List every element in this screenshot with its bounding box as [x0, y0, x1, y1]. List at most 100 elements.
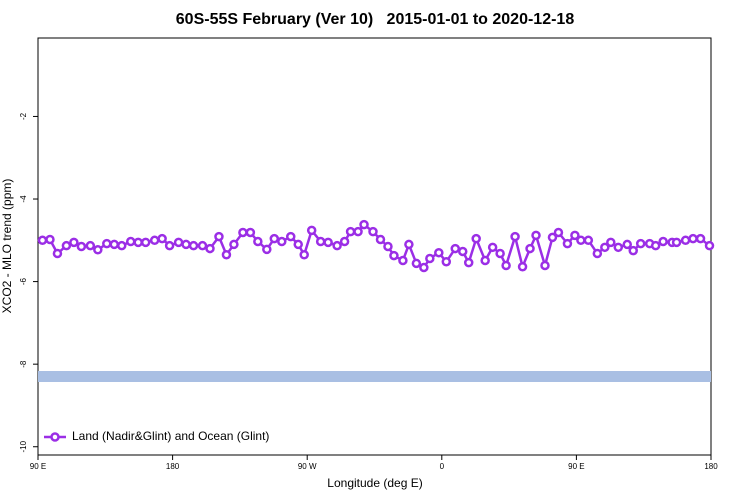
point: [164, 240, 175, 251]
band: [38, 371, 711, 382]
point: [457, 246, 468, 257]
point: [221, 250, 232, 260]
point: [345, 226, 356, 237]
point: [173, 237, 184, 248]
y-tick-label: -2: [19, 112, 28, 120]
x-tick-label: 0: [440, 462, 445, 471]
point: [425, 253, 435, 264]
point: [293, 239, 303, 250]
point: [635, 238, 646, 249]
x-tick-label: 180: [166, 462, 180, 471]
point: [37, 235, 48, 246]
point: [495, 248, 505, 259]
point: [525, 243, 535, 254]
point: [450, 243, 461, 254]
point: [140, 237, 151, 248]
point: [359, 219, 369, 230]
point: [547, 232, 558, 243]
point: [277, 236, 287, 247]
point: [125, 236, 136, 247]
point: [262, 244, 272, 255]
point: [471, 233, 481, 244]
point: [306, 225, 317, 236]
point: [117, 240, 127, 251]
point: [540, 260, 550, 271]
point: [389, 250, 399, 261]
point: [517, 261, 528, 272]
point: [323, 237, 333, 248]
point: [671, 237, 682, 248]
y-tick-label: -4: [19, 195, 28, 203]
point: [102, 238, 112, 249]
point: [353, 226, 363, 237]
point: [606, 237, 616, 248]
point: [339, 236, 350, 247]
legend-marker: [50, 432, 60, 442]
point: [583, 235, 594, 246]
y-tick-label: -10: [19, 440, 28, 452]
point: [704, 240, 715, 251]
point: [197, 240, 208, 251]
chart-title: 60S-55S February (Ver 10) 2015-01-01 to …: [176, 11, 575, 28]
point: [85, 240, 96, 251]
point: [133, 237, 143, 248]
point: [61, 240, 72, 251]
y-tick-label: -8: [19, 360, 28, 368]
point: [368, 226, 378, 237]
point: [628, 245, 638, 256]
point: [76, 241, 87, 252]
point: [229, 239, 239, 250]
x-tick-label: 180: [704, 462, 718, 471]
point: [463, 257, 474, 268]
point: [531, 230, 541, 241]
point: [695, 233, 706, 244]
point: [510, 231, 520, 242]
point: [299, 250, 309, 260]
point: [315, 236, 326, 247]
point: [93, 245, 103, 255]
point: [576, 235, 586, 246]
y-tick-label: -6: [19, 277, 28, 285]
point: [622, 239, 632, 250]
point: [269, 233, 280, 244]
point: [69, 237, 79, 248]
point: [238, 227, 248, 238]
point: [680, 235, 691, 246]
point: [419, 262, 429, 273]
point: [398, 255, 408, 266]
point: [553, 227, 564, 238]
point: [52, 248, 63, 259]
point: [434, 247, 444, 258]
point: [658, 236, 668, 247]
point: [181, 239, 191, 250]
x-tick-label: 90 E: [30, 462, 46, 471]
legend-label: Land (Nadir&Glint) and Ocean (Glint): [72, 429, 269, 443]
point: [188, 240, 199, 251]
point: [592, 248, 603, 259]
point: [157, 233, 167, 244]
point: [332, 240, 342, 251]
point: [487, 242, 498, 253]
point: [285, 231, 296, 242]
point: [45, 234, 55, 245]
point: [253, 236, 263, 247]
point: [501, 260, 511, 271]
point: [149, 235, 160, 246]
x-axis-label: Longitude (deg E): [327, 476, 422, 490]
point: [214, 231, 224, 242]
point: [480, 255, 490, 266]
point: [375, 234, 386, 245]
point: [109, 239, 120, 250]
point: [383, 241, 393, 252]
x-tick-label: 90 W: [298, 462, 317, 471]
point: [650, 240, 661, 251]
point: [600, 242, 610, 253]
x-tick-label: 90 E: [568, 462, 584, 471]
point: [245, 227, 256, 238]
point: [613, 242, 624, 253]
point: [411, 258, 422, 269]
point: [205, 243, 215, 254]
point: [570, 230, 580, 241]
point: [441, 257, 452, 267]
